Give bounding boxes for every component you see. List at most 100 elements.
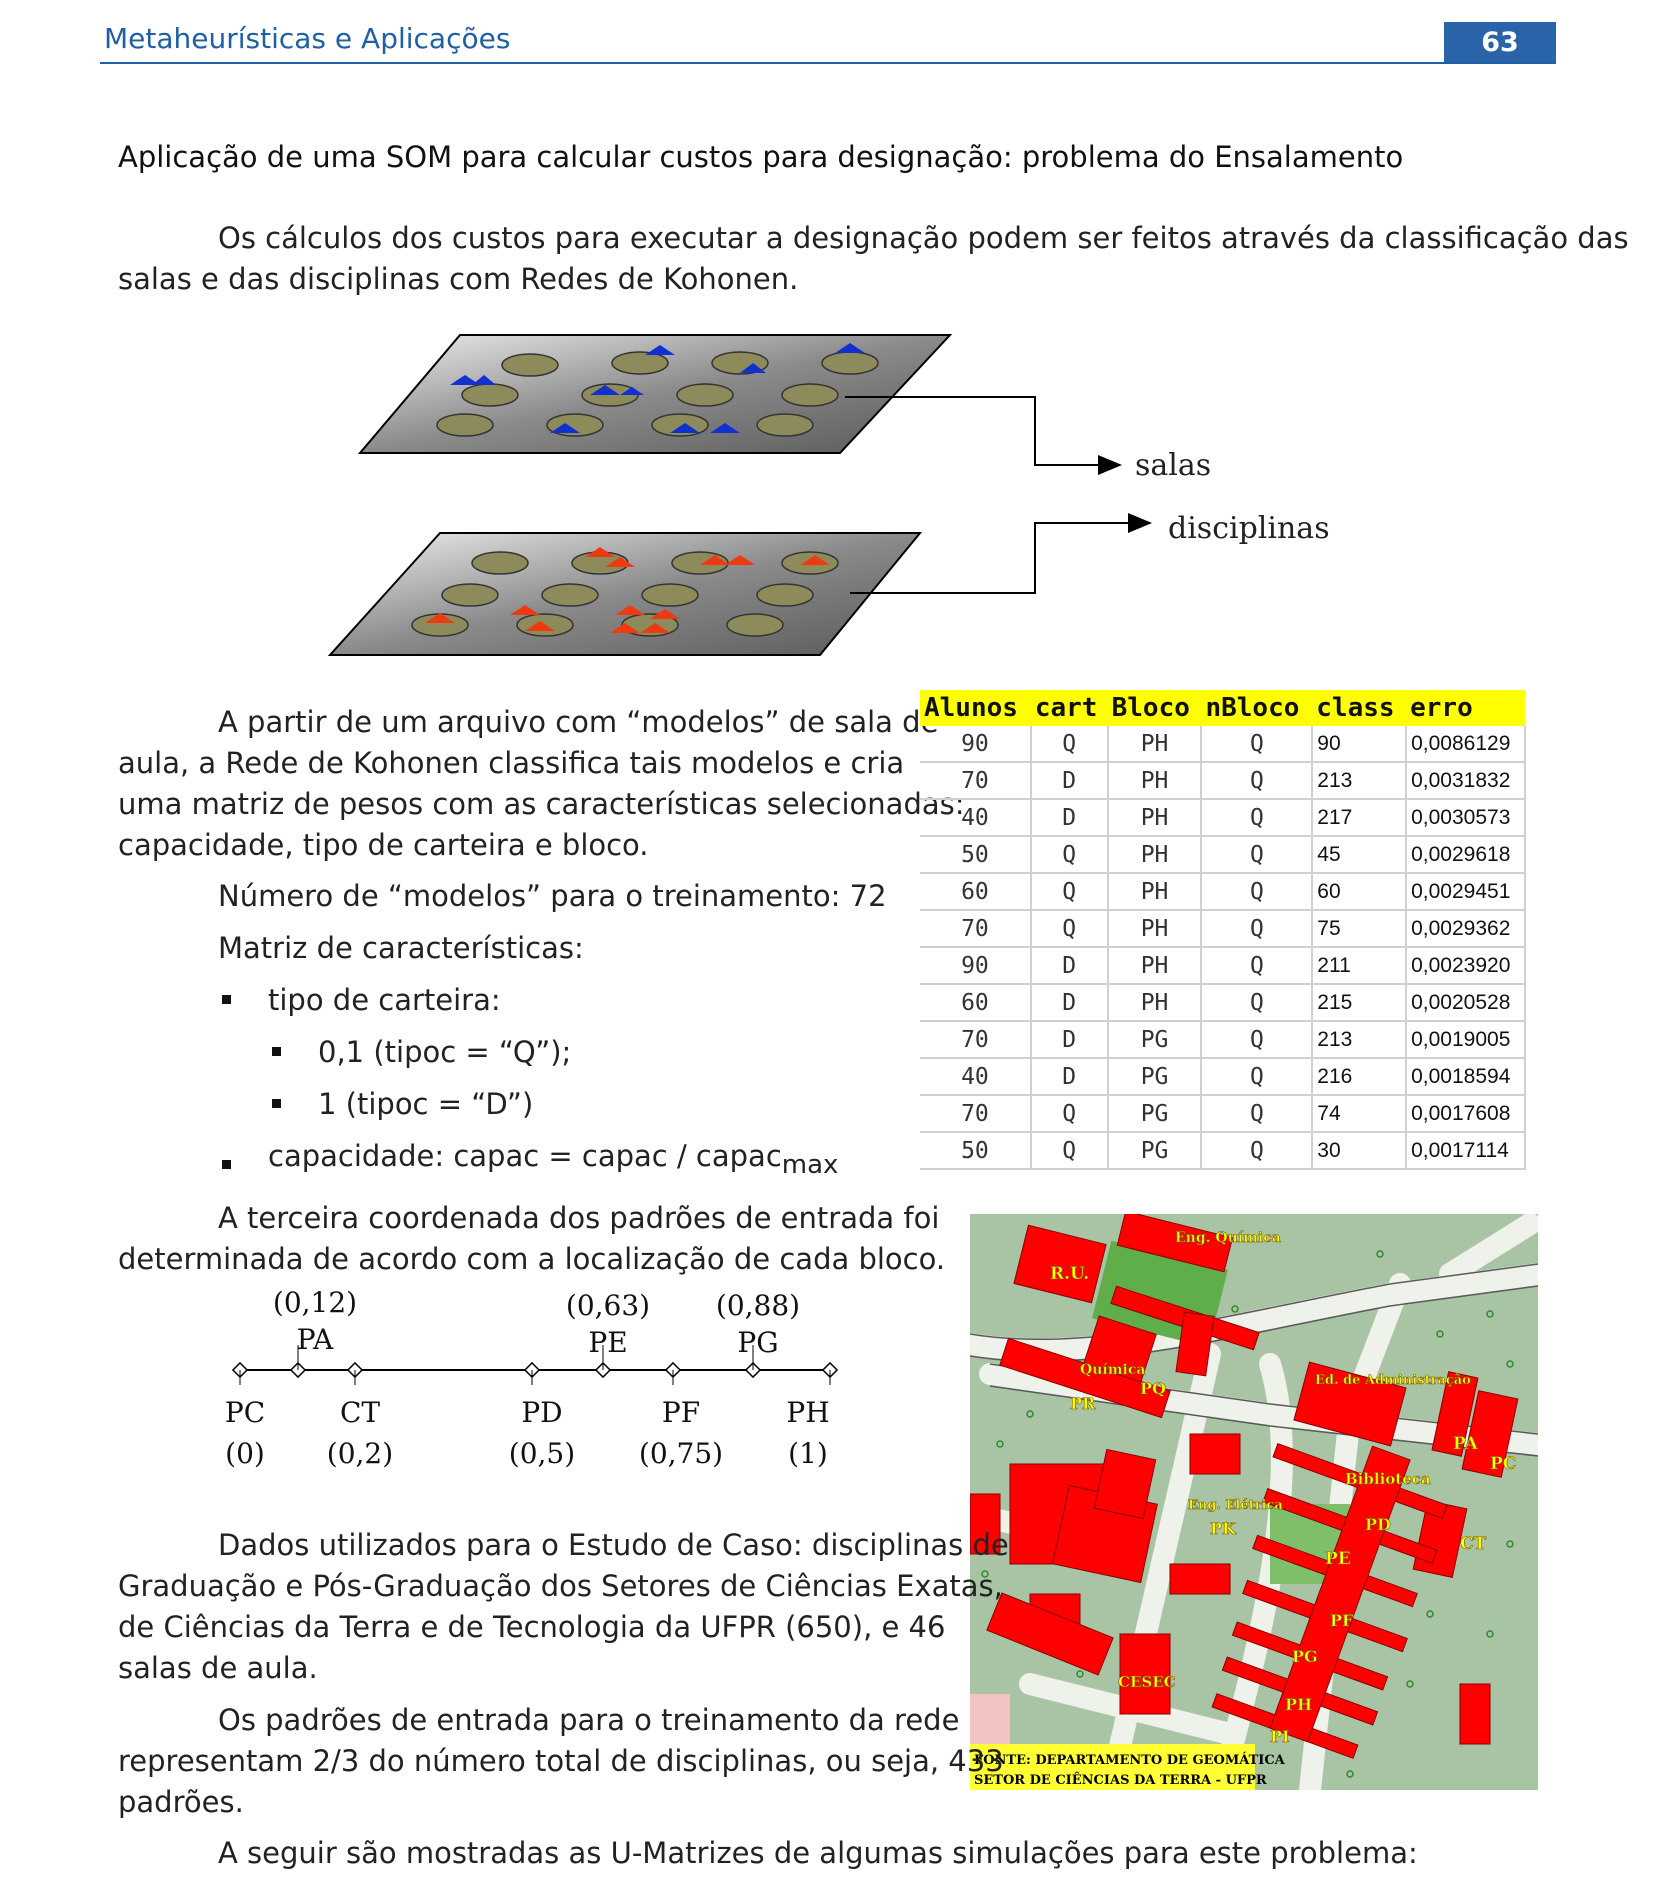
intro-line-1: Os cálculos dos custos para executar a d… bbox=[218, 221, 1629, 255]
table-cell: Q bbox=[1201, 1021, 1314, 1059]
axis-bottom-value-ct: (0,2) bbox=[327, 1437, 393, 1470]
table-cell: PG bbox=[1107, 1132, 1203, 1170]
map-label-pa: PA bbox=[1453, 1434, 1479, 1454]
map-label-cesec: CESEC bbox=[1118, 1673, 1176, 1691]
table-header-row: Alunos cart Bloco nBloco class erro bbox=[920, 690, 1525, 726]
capacidade-max-subscript: max bbox=[781, 1149, 839, 1180]
table-cell: 70 bbox=[920, 1095, 1032, 1133]
umatrix-intro: A seguir são mostradas as U-Matrizes de … bbox=[218, 1836, 1418, 1870]
intro-line-2: salas e das disciplinas com Redes de Koh… bbox=[118, 262, 799, 296]
bullet-marker bbox=[222, 995, 231, 1004]
table-cell: 50 bbox=[920, 836, 1032, 874]
axis-bottom-name-pd: PD bbox=[521, 1396, 562, 1429]
table-row: 70 Q PH Q 75 0,0029362 bbox=[920, 910, 1526, 948]
table-cell: 60 bbox=[1312, 873, 1408, 911]
table-cell: 216 bbox=[1312, 1058, 1408, 1096]
map-label-pc: PC bbox=[1490, 1454, 1516, 1474]
para2-line-1: A terceira coordenada dos padrões de ent… bbox=[218, 1201, 940, 1235]
map-label-ph: PH bbox=[1285, 1695, 1312, 1714]
table-row: 50 Q PH Q 45 0,0029618 bbox=[920, 836, 1526, 874]
document-title: Metaheurísticas e Aplicações bbox=[104, 22, 511, 55]
table-cell: Q bbox=[1201, 1132, 1314, 1170]
map-label-ct: CT bbox=[1460, 1534, 1487, 1554]
table-cell: 0,0023920 bbox=[1406, 947, 1526, 985]
table-cell: 90 bbox=[1312, 726, 1408, 763]
map-label-ru: R.U. bbox=[1050, 1264, 1089, 1284]
table-row: 50 Q PG Q 30 0,0017114 bbox=[920, 1132, 1526, 1170]
data-para-line-4: salas de aula. bbox=[118, 1651, 318, 1685]
campus-map: R.U. Eng. Química Química PQ PR Ed. de A… bbox=[970, 1214, 1538, 1790]
map-label-pr: PR bbox=[1070, 1394, 1096, 1413]
axis-top-name-pe: PE bbox=[588, 1326, 627, 1359]
table-cell: 0,0029618 bbox=[1406, 836, 1526, 874]
disciplinas-layer bbox=[327, 532, 923, 656]
bullet-tipo-carteira: tipo de carteira: bbox=[268, 983, 501, 1017]
table-cell: PH bbox=[1107, 984, 1203, 1022]
map-label-pg: PG bbox=[1292, 1647, 1318, 1666]
table-cell: 0,0086129 bbox=[1406, 726, 1526, 763]
data-para-line-3: de Ciências da Terra e de Tecnologia da … bbox=[118, 1610, 946, 1644]
para1-line-3: uma matriz de pesos com as característic… bbox=[118, 787, 965, 821]
map-label-eng-quimica: Eng. Química bbox=[1175, 1230, 1281, 1246]
table-cell: 60 bbox=[920, 873, 1032, 911]
training-para-line-1: Os padrões de entrada para o treinamento… bbox=[218, 1703, 960, 1737]
column-header: Alunos bbox=[920, 690, 1031, 726]
table-cell: D bbox=[1030, 1021, 1109, 1059]
axis-top-value-pe: (0,63) bbox=[566, 1289, 650, 1322]
column-header: cart bbox=[1030, 690, 1108, 726]
table-cell: 60 bbox=[920, 984, 1032, 1022]
table-cell: 40 bbox=[920, 1058, 1032, 1096]
table-cell: 211 bbox=[1312, 947, 1408, 985]
section-title: Aplicação de uma SOM para calcular custo… bbox=[118, 140, 1404, 174]
map-source-line-1: FONTE: DEPARTAMENTO DE GEOMÁTICA bbox=[974, 1752, 1286, 1768]
table-cell: PG bbox=[1107, 1021, 1203, 1059]
table-row: 70 D PH Q 213 0,0031832 bbox=[920, 762, 1526, 800]
map-label-pq: PQ bbox=[1140, 1379, 1166, 1398]
page-number: 63 bbox=[1444, 22, 1556, 64]
table-cell: Q bbox=[1201, 799, 1314, 837]
para1-line-2: aula, a Rede de Kohonen classifica tais … bbox=[118, 746, 905, 780]
som-layers-figure: salas disciplinas bbox=[327, 334, 1330, 656]
table-cell: Q bbox=[1030, 726, 1109, 763]
n-models-text: Número de “modelos” para o treinamento: … bbox=[218, 879, 887, 913]
table-row: 40 D PH Q 217 0,0030573 bbox=[920, 799, 1526, 837]
table-cell: PH bbox=[1107, 873, 1203, 911]
table-cell: D bbox=[1030, 1058, 1109, 1096]
axis-top-value-pa: (0,12) bbox=[273, 1286, 357, 1319]
table-cell: 30 bbox=[1312, 1132, 1408, 1170]
table-cell: 0,0029451 bbox=[1406, 873, 1526, 911]
table-cell: PG bbox=[1107, 1095, 1203, 1133]
table-row: 90 Q PH Q 90 0,0086129 bbox=[920, 726, 1526, 763]
training-para-line-2: representam 2/3 do número total de disci… bbox=[118, 1744, 1004, 1778]
table-cell: 50 bbox=[920, 1132, 1032, 1170]
axis-bottom-value-ph: (1) bbox=[788, 1437, 828, 1470]
table-cell: D bbox=[1030, 984, 1109, 1022]
column-header: erro bbox=[1406, 690, 1525, 726]
table-cell: Q bbox=[1201, 1095, 1314, 1133]
sub-bullet-q: 0,1 (tipoc = “Q”); bbox=[318, 1035, 572, 1069]
table-cell: Q bbox=[1201, 836, 1314, 874]
map-label-pk: PK bbox=[1210, 1519, 1237, 1538]
table-cell: 0,0030573 bbox=[1406, 799, 1526, 837]
table-cell: PH bbox=[1107, 799, 1203, 837]
table-cell: Q bbox=[1030, 873, 1109, 911]
table-body: 90 Q PH Q 90 0,0086129 70 D PH Q 213 0,0031832 40 D PH… bbox=[920, 726, 1526, 1170]
table-cell: 213 bbox=[1312, 762, 1408, 800]
table-cell: 70 bbox=[920, 910, 1032, 948]
axis-bottom-name-pf: PF bbox=[662, 1396, 700, 1429]
table-row: 60 D PH Q 215 0,0020528 bbox=[920, 984, 1526, 1022]
table-cell: D bbox=[1030, 947, 1109, 985]
table-cell: 75 bbox=[1312, 910, 1408, 948]
table-cell: 0,0018594 bbox=[1406, 1058, 1526, 1096]
axis-bottom-name-ct: CT bbox=[340, 1396, 380, 1429]
table-cell: 217 bbox=[1312, 799, 1408, 837]
table-cell: PH bbox=[1107, 762, 1203, 800]
table-cell: PH bbox=[1107, 910, 1203, 948]
map-label-biblioteca: Biblioteca bbox=[1345, 1470, 1431, 1488]
table-cell: Q bbox=[1201, 726, 1314, 763]
axis-top-value-pg: (0,88) bbox=[716, 1289, 800, 1322]
axis-bottom-value-pf: (0,75) bbox=[639, 1437, 723, 1470]
table-cell: 40 bbox=[920, 799, 1032, 837]
table-cell: 70 bbox=[920, 1021, 1032, 1059]
table-row: 90 D PH Q 211 0,0023920 bbox=[920, 947, 1526, 985]
